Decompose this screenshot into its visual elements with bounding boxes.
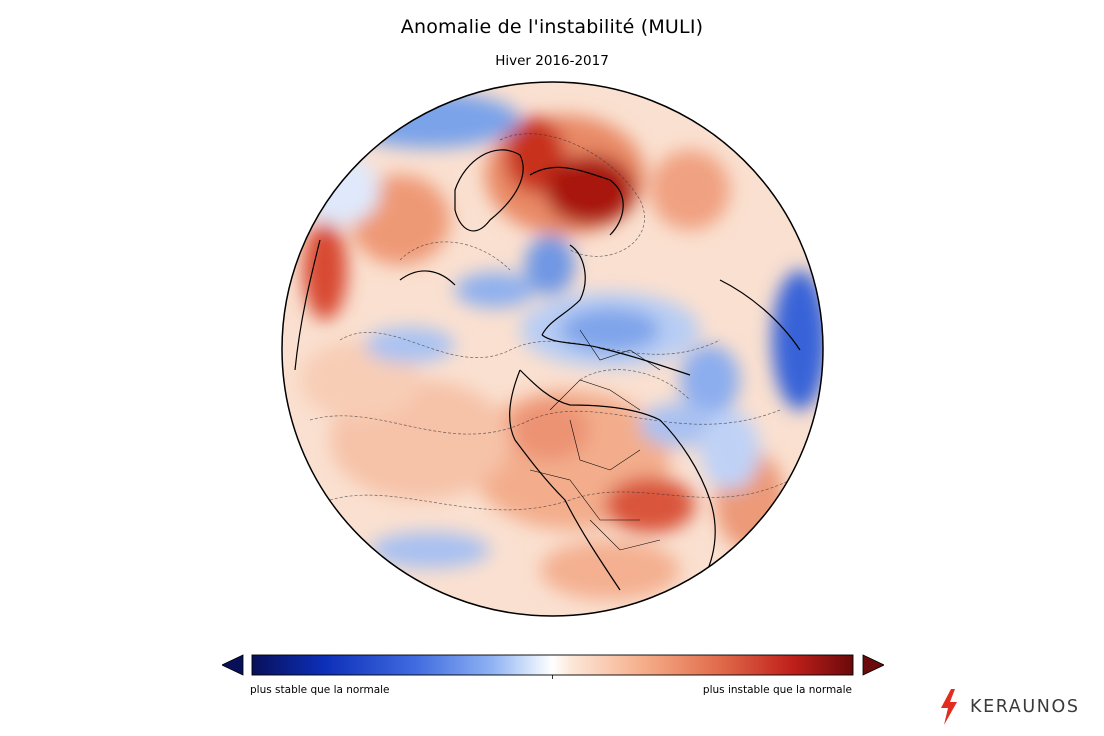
colorbar-gradient [251,654,854,676]
map-title: Anomalie de l'instabilité (MULI) [400,16,704,38]
colorbar [222,654,884,679]
brand-name: KERAUNOS [970,697,1080,717]
globe-map [281,81,824,617]
colorbar-right-label: plus instable que la normale [702,684,852,696]
colorbar-max-arrow [862,654,884,676]
contour-lines [309,133,791,511]
brand-logo: KERAUNOS [938,688,1098,728]
lightning-bolt-icon [941,689,957,725]
coastlines [294,149,801,591]
borders [529,329,661,551]
colorbar-min-arrow [222,654,244,676]
colorbar-left-label: plus stable que la normale [250,684,390,696]
globe-outline [281,81,824,617]
map-subtitle: Hiver 2016-2017 [495,53,609,69]
